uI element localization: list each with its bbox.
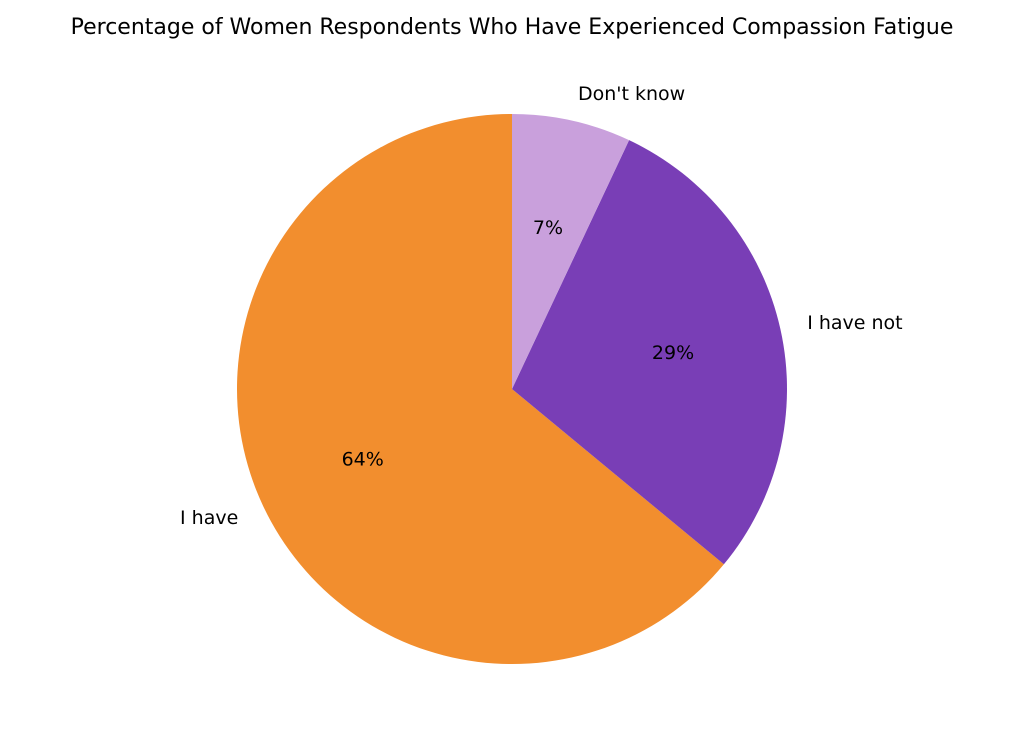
slice-category-label: Don't know xyxy=(578,83,685,105)
slice-percent-label: 64% xyxy=(342,448,384,470)
slice-percent-label: 7% xyxy=(533,217,563,239)
slice-category-label: I have xyxy=(180,507,238,529)
chart-title: Percentage of Women Respondents Who Have… xyxy=(71,15,954,40)
pie-labels: 64% I have 29% I have not 7% Don't know xyxy=(180,83,903,529)
pie-slice-i-have xyxy=(237,114,724,664)
pie-slice-i-have-not xyxy=(512,140,787,565)
pie-slice-don-t-know xyxy=(512,114,630,389)
slice-category-label: I have not xyxy=(807,312,902,334)
slice-percent-label: 29% xyxy=(652,342,694,364)
pie-slices xyxy=(237,114,787,664)
